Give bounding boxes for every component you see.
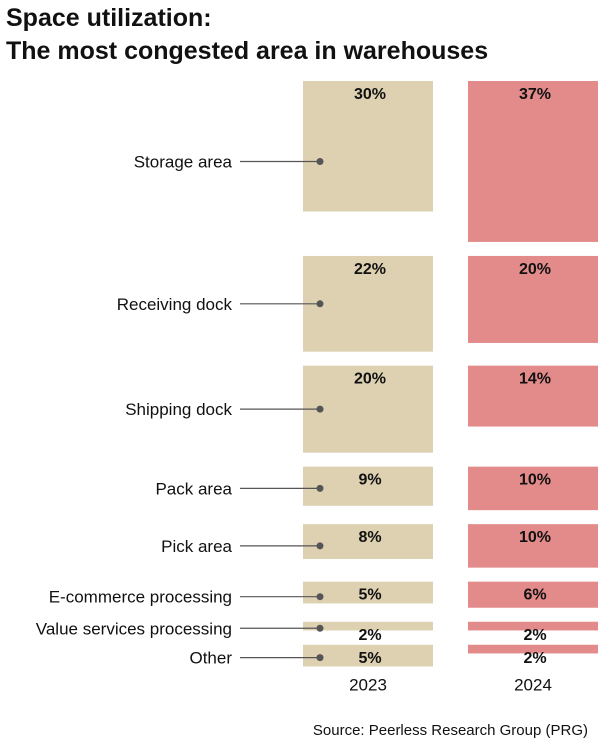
bar-2023-3 xyxy=(303,365,433,453)
bar-2023-1 xyxy=(303,81,433,212)
category-label-4: Pack area xyxy=(155,479,232,498)
bar-2024-2 xyxy=(468,255,598,343)
source-note: Source: Peerless Research Group (PRG) xyxy=(312,722,588,739)
value-label-2023-6: 5% xyxy=(358,587,381,604)
bar-2023-2 xyxy=(303,255,433,352)
bar-2023-4 xyxy=(303,466,433,506)
bar-2023-8 xyxy=(303,644,433,667)
series-label-2024: 2024 xyxy=(514,676,552,695)
value-label-2024-6: 6% xyxy=(523,587,546,604)
value-label-2023-8: 5% xyxy=(358,650,381,667)
bar-2024-3 xyxy=(468,365,598,427)
series-label-2023: 2023 xyxy=(349,676,387,695)
value-label-2023-3: 20% xyxy=(354,371,386,388)
category-label-2: Receiving dock xyxy=(117,295,233,314)
leader-dot-5 xyxy=(316,542,324,550)
value-label-2024-8: 2% xyxy=(523,650,546,667)
value-label-2024-1: 37% xyxy=(519,86,551,103)
value-label-2024-7: 2% xyxy=(523,627,546,644)
value-label-2023-5: 8% xyxy=(358,529,381,546)
category-label-8: Other xyxy=(189,649,232,668)
value-label-2024-3: 14% xyxy=(519,371,551,388)
leader-dot-7 xyxy=(316,624,324,632)
bar-2024-1 xyxy=(468,81,598,242)
bar-2023-6 xyxy=(303,581,433,604)
category-label-6: E-commerce processing xyxy=(49,588,232,607)
value-label-2023-1: 30% xyxy=(354,86,386,103)
bar-2024-7 xyxy=(468,621,598,631)
value-label-2024-4: 10% xyxy=(519,472,551,489)
category-label-3: Shipping dock xyxy=(125,400,232,419)
leader-dot-3 xyxy=(316,405,324,413)
category-label-1: Storage area xyxy=(134,152,233,171)
bar-2024-8 xyxy=(468,644,598,654)
category-label-7: Value services processing xyxy=(36,619,232,638)
bar-2024-5 xyxy=(468,524,598,568)
leader-dot-8 xyxy=(316,654,324,662)
category-label-5: Pick area xyxy=(161,537,232,556)
leader-dot-1 xyxy=(316,157,324,165)
chart-title-line-1: Space utilization: xyxy=(6,4,212,32)
bar-2023-5 xyxy=(303,524,433,559)
value-label-2023-7: 2% xyxy=(358,627,381,644)
chart-title: Space utilization: The most congested ar… xyxy=(6,2,488,68)
value-label-2023-4: 9% xyxy=(358,472,381,489)
bar-2023-7 xyxy=(303,621,433,631)
bar-2024-6 xyxy=(468,581,598,608)
value-label-2024-2: 20% xyxy=(519,261,551,278)
leader-dot-6 xyxy=(316,593,324,601)
chart-title-line-2: The most congested area in warehouses xyxy=(6,37,489,65)
value-label-2024-5: 10% xyxy=(519,529,551,546)
leader-dot-4 xyxy=(316,484,324,492)
bar-2024-4 xyxy=(468,466,598,511)
leader-dot-2 xyxy=(316,300,324,308)
value-label-2023-2: 22% xyxy=(354,261,386,278)
